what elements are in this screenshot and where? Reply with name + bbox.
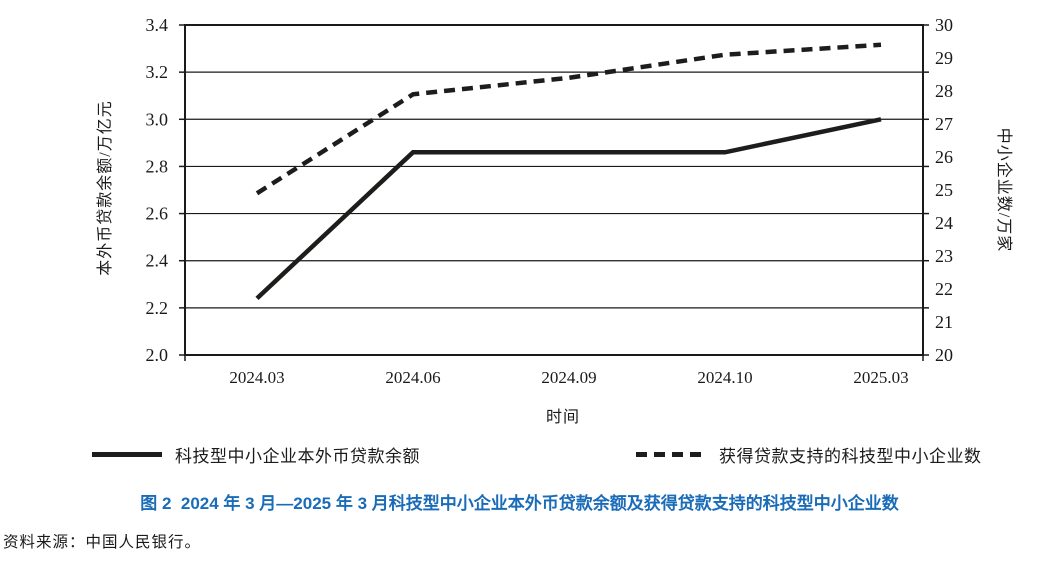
right-axis-title: 中小企业数/万家 xyxy=(995,127,1012,253)
left-axis-tick-label: 2.0 xyxy=(146,345,169,365)
right-axis-tick-label: 22 xyxy=(935,279,953,299)
left-axis-tick-label: 3.0 xyxy=(146,109,169,129)
x-axis-tick-label: 2025.03 xyxy=(853,368,908,387)
left-axis-tick-label: 3.4 xyxy=(146,15,169,35)
right-axis-tick-label: 26 xyxy=(935,147,953,167)
legend-label-loan-balance: 科技型中小企业本外币贷款余额 xyxy=(175,447,420,466)
solid-line-swatch xyxy=(92,452,162,457)
left-axis-tick-label: 3.2 xyxy=(146,62,169,82)
right-axis-tick-label: 25 xyxy=(935,180,953,200)
figure-caption: 图 2 2024 年 3 月—2025 年 3 月科技型中小企业本外币贷款余额及… xyxy=(140,494,899,513)
right-axis-tick-label: 29 xyxy=(935,48,953,68)
legend-item-sme-count: 获得贷款支持的科技型中小企业数 xyxy=(636,442,982,467)
solid-data-line xyxy=(255,117,882,301)
legend-item-loan-balance: 科技型中小企业本外币贷款余额 xyxy=(92,442,420,467)
plot-frame xyxy=(184,24,924,356)
x-axis-title: 时间 xyxy=(545,409,580,426)
chart-legend: 科技型中小企业本外币贷款余额 获得贷款支持的科技型中小企业数 xyxy=(0,442,1039,470)
right-axis-tick-label: 30 xyxy=(935,15,953,35)
right-axis-tick-label: 20 xyxy=(935,345,953,365)
right-axis-tick-label: 28 xyxy=(935,81,953,101)
x-axis-tick-label: 2024.09 xyxy=(541,368,596,387)
left-axis-tick-label: 2.4 xyxy=(146,251,169,271)
left-axis-tick-label: 2.8 xyxy=(146,156,169,176)
source-note: 资料来源：中国人民银行。 xyxy=(3,534,202,551)
x-axis-tick-label: 2024.03 xyxy=(229,368,284,387)
left-axis-title: 本外币贷款余额/万亿元 xyxy=(97,100,114,276)
right-axis-tick-label: 27 xyxy=(935,114,953,134)
right-axis-tick-label: 23 xyxy=(935,246,953,266)
right-axis-tick-label: 21 xyxy=(935,312,953,332)
left-axis-tick-label: 2.6 xyxy=(146,204,169,224)
legend-label-sme-count: 获得贷款支持的科技型中小企业数 xyxy=(719,447,982,466)
left-axis-tick-label: 2.2 xyxy=(146,298,169,318)
x-axis-tick-label: 2024.10 xyxy=(697,368,752,387)
right-axis-tick-label: 24 xyxy=(935,213,953,233)
x-axis-tick-label: 2024.06 xyxy=(385,368,440,387)
dashed-line-swatch xyxy=(636,452,706,457)
